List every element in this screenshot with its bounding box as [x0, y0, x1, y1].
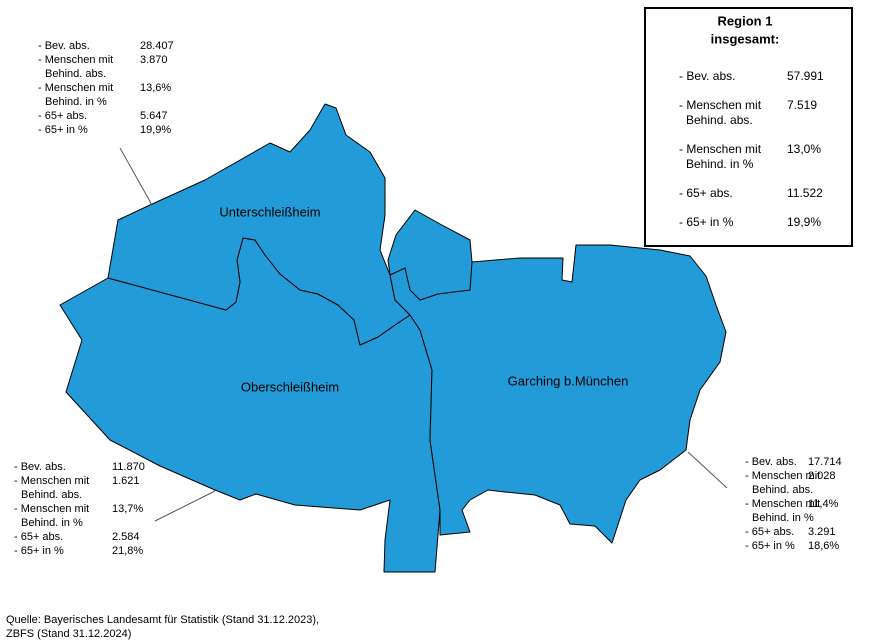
stat-value: 1.621 [112, 475, 140, 487]
stat-value: 11.870 [112, 461, 145, 473]
stat-label: - Bev. abs. [745, 456, 797, 468]
stat-value: 21,8% [112, 545, 143, 557]
region-shape-garching [387, 209, 727, 544]
stat-value: 11,4% [808, 498, 839, 510]
summary-title: Region 1 [718, 13, 773, 28]
stat-label: - 65+ abs. [679, 186, 733, 200]
stat-label: - Menschen mit [679, 142, 762, 156]
stat-value: 5.647 [140, 110, 168, 122]
stat-label: Behind. in % [686, 157, 754, 171]
stat-value: 28.407 [140, 40, 174, 52]
stat-value: 13,6% [140, 82, 171, 94]
stat-value: 13,0% [787, 142, 821, 156]
stat-value: 13,7% [112, 503, 143, 515]
region-name: Unterschleißheim [219, 204, 320, 219]
stat-value: 17.714 [808, 456, 842, 468]
stat-label: - Bev. abs. [38, 40, 90, 52]
stat-label: Behind. in % [45, 96, 107, 108]
source-line: ZBFS (Stand 31.12.2024) [6, 628, 131, 640]
stat-label: - 65+ abs. [38, 110, 87, 122]
leader-line [119, 147, 153, 206]
stat-label: - Bev. abs. [14, 461, 66, 473]
stat-label: - Menschen mit [38, 82, 113, 94]
stat-label: - 65+ abs. [14, 531, 63, 543]
stat-value: 7.519 [787, 98, 817, 112]
stat-value: 11.522 [787, 186, 823, 200]
stat-value: 19,9% [787, 215, 821, 229]
stat-value: 57.991 [787, 69, 824, 83]
stat-label: - 65+ in % [679, 215, 734, 229]
stat-label: - Bev. abs. [679, 69, 735, 83]
stat-value: 19,9% [140, 124, 171, 136]
stat-label: Behind. in % [21, 517, 83, 529]
region-name: Garching b.München [508, 373, 629, 388]
stat-value: 2.028 [808, 470, 836, 482]
summary-box [644, 7, 853, 247]
stat-label: - Menschen mit [14, 503, 89, 515]
district-border [389, 261, 473, 301]
stat-value: 2.584 [112, 531, 140, 543]
stat-label: Behind. abs. [45, 68, 106, 80]
stat-label: - Menschen mit [679, 98, 762, 112]
stat-label: - Menschen mit [745, 470, 820, 482]
stat-label: - Menschen mit [38, 54, 113, 66]
stat-value: 3.291 [808, 526, 836, 538]
stat-label: Behind. abs. [21, 489, 82, 501]
region-name: Oberschleißheim [241, 379, 339, 394]
stat-label: - 65+ in % [745, 540, 795, 552]
leader-line [154, 490, 216, 522]
stat-value: 18,6% [808, 540, 839, 552]
stat-value: 3.870 [140, 54, 168, 66]
source-line: Quelle: Bayerisches Landesamt für Statis… [6, 614, 319, 626]
summary-subtitle: insgesamt: [711, 31, 780, 46]
leader-line [687, 451, 728, 489]
stat-label: - 65+ in % [14, 545, 64, 557]
stat-label: - Menschen mit [14, 475, 89, 487]
stat-label: Behind. in % [752, 512, 814, 524]
stat-label: - 65+ abs. [745, 526, 794, 538]
stat-label: Behind. abs. [686, 113, 753, 127]
stat-label: - 65+ in % [38, 124, 88, 136]
stat-label: Behind. abs. [752, 484, 813, 496]
stat-label: - Menschen mit [745, 498, 820, 510]
